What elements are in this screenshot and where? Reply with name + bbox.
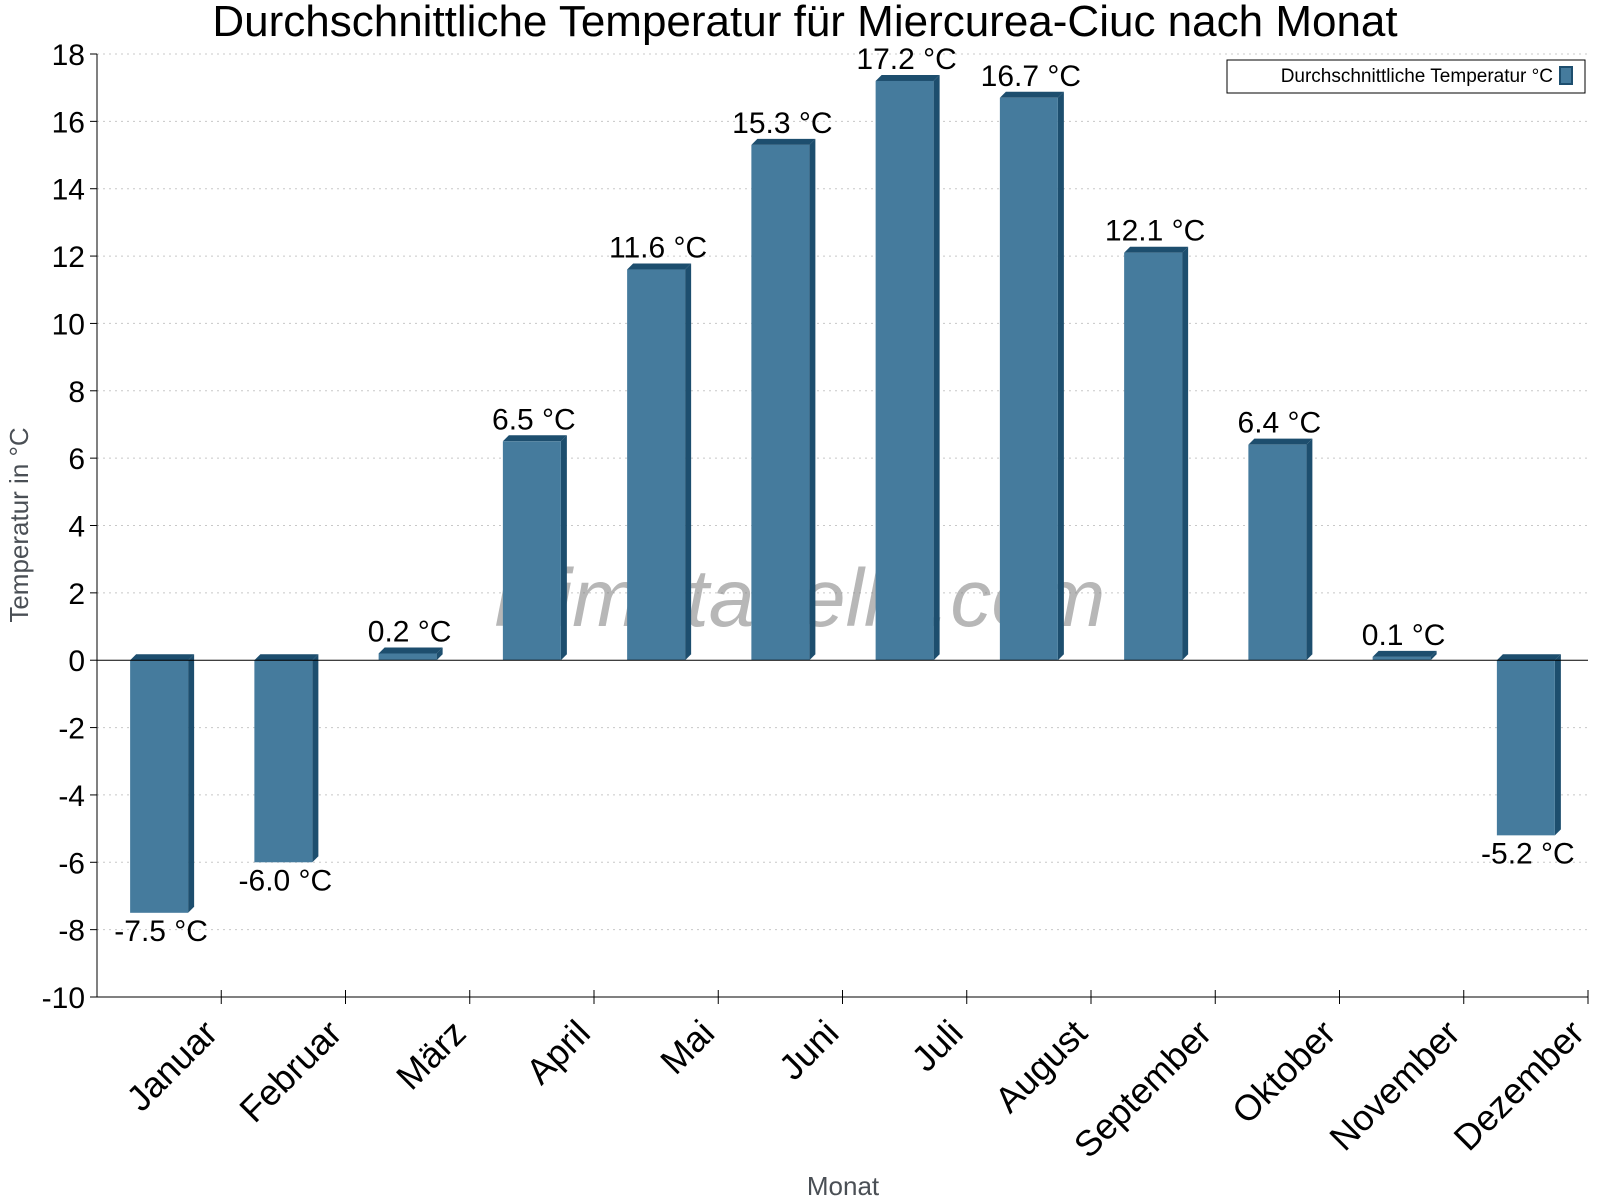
y-axis-label: Temperatur in °C: [4, 427, 34, 622]
bar-front-face: [1248, 444, 1307, 661]
x-tick-label: Januar: [118, 1012, 225, 1119]
y-tick-label: 0: [68, 645, 85, 678]
data-labels-group: -7.5 °C -6.0 °C 0.2 °C 6.5 °C 11.6 °C 15.3 °C…: [114, 43, 1574, 948]
x-tick-label: November: [1321, 1012, 1467, 1158]
bar-top-face: [1372, 650, 1437, 657]
bar-side-face: [685, 263, 692, 661]
bar-front-face: [999, 97, 1058, 661]
data-label: 6.5 °C: [492, 403, 576, 436]
data-label: -7.5 °C: [114, 915, 208, 948]
y-tick-label: 14: [52, 174, 85, 207]
data-label: 16.7 °C: [981, 60, 1081, 93]
bar-top-face: [254, 654, 319, 661]
x-tick-label: Juni: [771, 1012, 847, 1088]
bar-front-face: [1496, 660, 1555, 836]
x-tick-label: August: [987, 1012, 1095, 1120]
y-tick-label: 10: [52, 308, 85, 341]
bar-side-face: [933, 74, 940, 661]
x-tick-label: Oktober: [1224, 1012, 1344, 1132]
bar-front-face: [378, 653, 437, 661]
y-tick-label: 8: [68, 376, 85, 409]
data-label: 0.2 °C: [368, 615, 452, 648]
bar-top-face: [999, 91, 1064, 98]
bar-front-face: [1124, 252, 1183, 661]
bar-front-face: [502, 441, 561, 661]
data-label: 15.3 °C: [732, 107, 832, 140]
bar-top-face: [130, 654, 195, 661]
data-label: 11.6 °C: [609, 232, 707, 265]
y-tick-label: 4: [68, 511, 85, 544]
data-label: 6.4 °C: [1238, 407, 1322, 440]
bar: [627, 263, 692, 661]
x-tick-label: April: [518, 1012, 598, 1092]
y-tick-label: 12: [52, 241, 85, 274]
y-tick-label: -6: [58, 847, 85, 880]
chart-title: Durchschnittliche Temperatur für Miercur…: [212, 0, 1397, 46]
x-tick-label: Februar: [231, 1012, 349, 1130]
y-tick-label: -4: [58, 780, 85, 813]
x-tick-label: Dezember: [1445, 1012, 1591, 1158]
y-tick-label: -8: [58, 915, 85, 948]
bar: [751, 138, 816, 661]
bar: [875, 74, 940, 661]
bar-top-face: [1248, 438, 1313, 445]
bar-front-face: [875, 80, 934, 661]
y-tick-label: 2: [68, 578, 85, 611]
bar-side-face: [1554, 654, 1561, 836]
bar: [999, 91, 1064, 661]
x-axis-label: Monat: [807, 1171, 880, 1200]
bar: [254, 654, 319, 863]
bar-top-face: [627, 263, 692, 270]
bar-side-face: [312, 654, 319, 863]
bar-top-face: [1496, 654, 1561, 661]
bars-group: [130, 74, 1561, 913]
bar-side-face: [1182, 246, 1189, 661]
y-tick-label: -10: [42, 982, 85, 1015]
bar-front-face: [1372, 656, 1431, 661]
data-label: 0.1 °C: [1362, 619, 1446, 652]
x-tick-label: Mai: [652, 1012, 722, 1082]
bar: [1496, 654, 1561, 836]
x-tick-label: März: [388, 1012, 474, 1098]
legend-label: Durchschnittliche Temperatur °C: [1281, 66, 1553, 87]
data-label: -6.0 °C: [239, 864, 333, 897]
y-tick-label: 18: [52, 39, 85, 72]
bar: [1248, 438, 1313, 661]
bar-top-face: [751, 138, 816, 145]
x-tick-label: Juli: [903, 1012, 970, 1079]
data-label: -5.2 °C: [1481, 837, 1575, 870]
data-label: 17.2 °C: [856, 43, 956, 76]
bar-front-face: [751, 144, 810, 661]
bar-front-face: [130, 660, 189, 913]
bar-side-face: [1306, 438, 1313, 661]
legend-box: [1226, 59, 1586, 94]
y-tick-label: 16: [52, 106, 85, 139]
bar-top-face: [502, 435, 567, 442]
legend-swatch: [1559, 66, 1573, 85]
bar: [502, 435, 567, 661]
bar-side-face: [809, 138, 816, 661]
bar-top-face: [1124, 246, 1189, 253]
bar: [130, 654, 195, 913]
data-label: 12.1 °C: [1105, 215, 1205, 248]
bar-front-face: [627, 269, 686, 661]
y-tick-label: 6: [68, 443, 85, 476]
bar-side-face: [560, 435, 567, 661]
bar: [1372, 650, 1437, 661]
bar-side-face: [1057, 91, 1064, 661]
bar: [1124, 246, 1189, 661]
bar-side-face: [1430, 650, 1437, 661]
bar-top-face: [875, 74, 940, 81]
bar-side-face: [188, 654, 195, 913]
bar-side-face: [436, 647, 443, 661]
grid-lines: [97, 53, 1588, 931]
bar: [378, 647, 443, 661]
bar-front-face: [254, 660, 313, 863]
bar-top-face: [378, 647, 443, 654]
y-tick-label: -2: [58, 713, 85, 746]
legend: Durchschnittliche Temperatur °C: [1226, 59, 1586, 94]
